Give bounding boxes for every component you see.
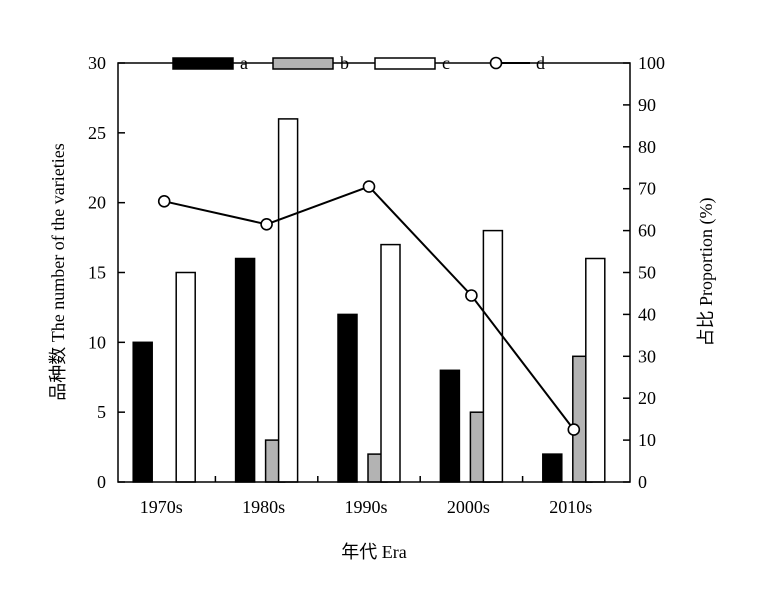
legend-label-b: b	[340, 53, 349, 73]
y2-tick-label-0: 0	[638, 472, 647, 492]
x-tick-label-2000s: 2000s	[447, 497, 490, 517]
bar-c-2010s	[585, 257, 606, 483]
point-d-2010s	[567, 423, 581, 436]
y2-tick-label-50: 50	[638, 263, 656, 283]
ticks-layer: 0 5 10 15 20 25 30 0 10 20 30 40 50 60 70 80 90 100 1970s 1…	[88, 53, 665, 517]
y2-tick-label-30: 30	[638, 346, 656, 366]
legend-label-a: a	[240, 53, 248, 73]
point-d-2000s	[465, 289, 478, 302]
x-tick-label-1990s: 1990s	[344, 497, 387, 517]
legend-marker-d	[489, 56, 503, 70]
y2-tick-label-80: 80	[638, 137, 656, 157]
legend-swatch-c	[374, 57, 436, 70]
y-tick-label-20: 20	[88, 193, 106, 213]
legend-label-d: d	[536, 53, 545, 73]
y-tick-label-15: 15	[88, 263, 106, 283]
bar-a-1970s	[132, 341, 153, 483]
bar-a-1980s	[234, 257, 256, 483]
bar-c-2000s	[482, 229, 504, 483]
y2-tick-label-40: 40	[638, 304, 656, 324]
y-tick-label-10: 10	[88, 332, 106, 352]
y2-tick-label-100: 100	[638, 53, 665, 73]
point-d-1990s	[362, 180, 376, 193]
bar-c-1980s	[277, 118, 299, 483]
bar-c-1970s	[175, 271, 196, 483]
bars-layer	[132, 118, 606, 483]
y2-tick-label-10: 10	[638, 430, 656, 450]
line-layer	[157, 180, 581, 436]
bar-a-2010s	[542, 453, 563, 483]
legend: a b c d	[172, 53, 545, 73]
y2-axis-title: 占比 Proportion (%)	[696, 198, 717, 347]
y-axis-title: 品种数 The number of the varieties	[48, 143, 68, 400]
bar-a-2000s	[439, 369, 461, 483]
y-tick-label-0: 0	[97, 472, 106, 492]
x-tick-label-1980s: 1980s	[242, 497, 285, 517]
y-tick-label-5: 5	[97, 402, 106, 422]
y2-tick-label-60: 60	[638, 221, 656, 241]
bar-a-1990s	[337, 313, 358, 483]
y2-tick-label-70: 70	[638, 179, 656, 199]
point-d-1980s	[260, 218, 273, 231]
x-tick-label-1970s: 1970s	[140, 497, 183, 517]
y2-tick-label-90: 90	[638, 95, 656, 115]
bar-c-1990s	[380, 243, 401, 483]
legend-label-c: c	[442, 53, 450, 73]
y-tick-label-25: 25	[88, 123, 106, 143]
x-axis-title: 年代 Era	[341, 542, 406, 562]
point-d-1970s	[157, 195, 171, 208]
x-tick-label-2010s: 2010s	[549, 497, 592, 517]
legend-swatch-a	[172, 57, 234, 70]
y-tick-label-30: 30	[88, 53, 106, 73]
legend-swatch-b	[272, 57, 334, 70]
line-d	[163, 185, 575, 431]
y2-tick-label-20: 20	[638, 388, 656, 408]
